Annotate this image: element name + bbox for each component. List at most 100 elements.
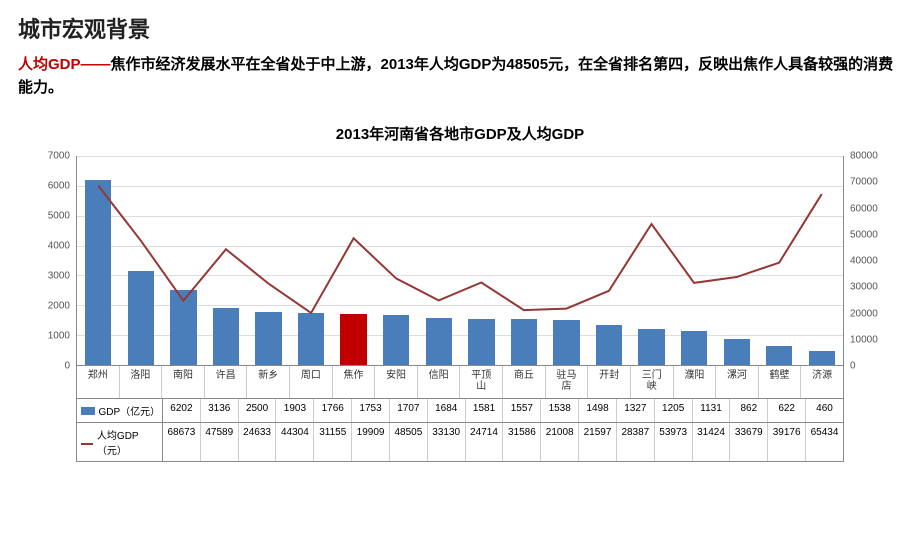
bar-slot	[503, 156, 546, 365]
y-right-tick: 0	[850, 361, 856, 372]
y-left-tick: 3000	[48, 271, 70, 282]
cell: 31586	[503, 423, 541, 461]
bar-slot	[545, 156, 588, 365]
y-right-tick: 60000	[850, 203, 878, 214]
y-right-tick: 20000	[850, 308, 878, 319]
data-table: GDP（亿元） 62023136250019031766175317071684…	[76, 398, 844, 462]
bar-slot	[375, 156, 418, 365]
cell: 21008	[541, 423, 579, 461]
cell: 1753	[352, 399, 390, 422]
bar	[511, 319, 537, 365]
cell: 862	[730, 399, 768, 422]
cell: 21597	[579, 423, 617, 461]
cell: 460	[806, 399, 843, 422]
bar	[340, 314, 366, 365]
bar-slot	[418, 156, 461, 365]
cell: 1498	[579, 399, 617, 422]
cell: 65434	[806, 423, 843, 461]
cell: 53973	[655, 423, 693, 461]
x-label: 驻马 店	[546, 366, 589, 398]
plot-region	[76, 156, 844, 366]
bar-slot	[120, 156, 163, 365]
bar	[766, 346, 792, 365]
cell: 1707	[390, 399, 428, 422]
bar	[85, 180, 111, 365]
x-label: 郑州	[77, 366, 120, 398]
bar	[681, 331, 707, 365]
x-label: 鹤壁	[759, 366, 802, 398]
bar	[255, 312, 281, 365]
cell: 1903	[276, 399, 314, 422]
x-label: 信阳	[418, 366, 461, 398]
x-label: 安阳	[375, 366, 418, 398]
cell: 24714	[466, 423, 504, 461]
y-right-tick: 50000	[850, 229, 878, 240]
bar-slot	[588, 156, 631, 365]
bar	[298, 313, 324, 365]
bar	[170, 290, 196, 365]
x-label: 许昌	[205, 366, 248, 398]
cell: 33679	[730, 423, 768, 461]
bar-slot	[332, 156, 375, 365]
chart-plot-area: 01000200030004000500060007000 0100002000…	[30, 156, 890, 366]
cell: 48505	[390, 423, 428, 461]
x-label: 濮阳	[674, 366, 717, 398]
x-label: 三门 峡	[631, 366, 674, 398]
cell: 6202	[163, 399, 201, 422]
cell: 19909	[352, 423, 390, 461]
x-label: 焦作	[333, 366, 376, 398]
bar-slot	[460, 156, 503, 365]
cell: 31155	[314, 423, 352, 461]
cell: 28387	[617, 423, 655, 461]
cell: 44304	[276, 423, 314, 461]
bar	[596, 325, 622, 365]
bar	[638, 329, 664, 365]
y-left-tick: 0	[64, 361, 70, 372]
bar-slot	[715, 156, 758, 365]
cell: 1538	[541, 399, 579, 422]
x-label: 商丘	[503, 366, 546, 398]
bar-slot	[673, 156, 716, 365]
bar-slot	[630, 156, 673, 365]
x-label: 新乡	[247, 366, 290, 398]
y-right-tick: 70000	[850, 177, 878, 188]
cell: 68673	[163, 423, 201, 461]
cell: 31424	[693, 423, 731, 461]
bar-slot	[162, 156, 205, 365]
cell: 622	[768, 399, 806, 422]
table-row-percap: 人均GDP（元） 6867347589246334430431155199094…	[77, 422, 843, 461]
chart-title: 2013年河南省各地市GDP及人均GDP	[30, 123, 890, 144]
bar	[383, 315, 409, 365]
cell: 1581	[466, 399, 504, 422]
legend-line-label: 人均GDP（元）	[97, 427, 158, 457]
table-row-gdp: GDP（亿元） 62023136250019031766175317071684…	[77, 398, 843, 422]
bar-group	[77, 156, 843, 365]
bar-slot	[290, 156, 333, 365]
bar-slot	[758, 156, 801, 365]
cell: 1131	[693, 399, 731, 422]
cell: 33130	[428, 423, 466, 461]
percap-cells: 6867347589246334430431155199094850533130…	[163, 423, 843, 461]
bar-swatch-icon	[81, 407, 95, 415]
cell: 1205	[655, 399, 693, 422]
legend-bar: GDP（亿元）	[77, 399, 163, 422]
y-left-tick: 1000	[48, 331, 70, 342]
bar	[128, 271, 154, 365]
bar	[426, 318, 452, 365]
page-subtitle: 人均GDP——焦作市经济发展水平在全省处于中上游，2013年人均GDP为4850…	[18, 54, 902, 99]
cell: 1766	[314, 399, 352, 422]
y-left-tick: 5000	[48, 211, 70, 222]
cell: 24633	[239, 423, 277, 461]
x-label: 济源	[801, 366, 843, 398]
line-swatch-icon	[81, 443, 93, 445]
page-title: 城市宏观背景	[18, 12, 902, 44]
bar	[809, 351, 835, 365]
cell: 47589	[201, 423, 239, 461]
cell: 1327	[617, 399, 655, 422]
bar-slot	[247, 156, 290, 365]
y-left-tick: 4000	[48, 241, 70, 252]
legend-bar-label: GDP（亿元）	[99, 403, 159, 418]
cell: 39176	[768, 423, 806, 461]
y-right-tick: 10000	[850, 334, 878, 345]
x-label: 周口	[290, 366, 333, 398]
